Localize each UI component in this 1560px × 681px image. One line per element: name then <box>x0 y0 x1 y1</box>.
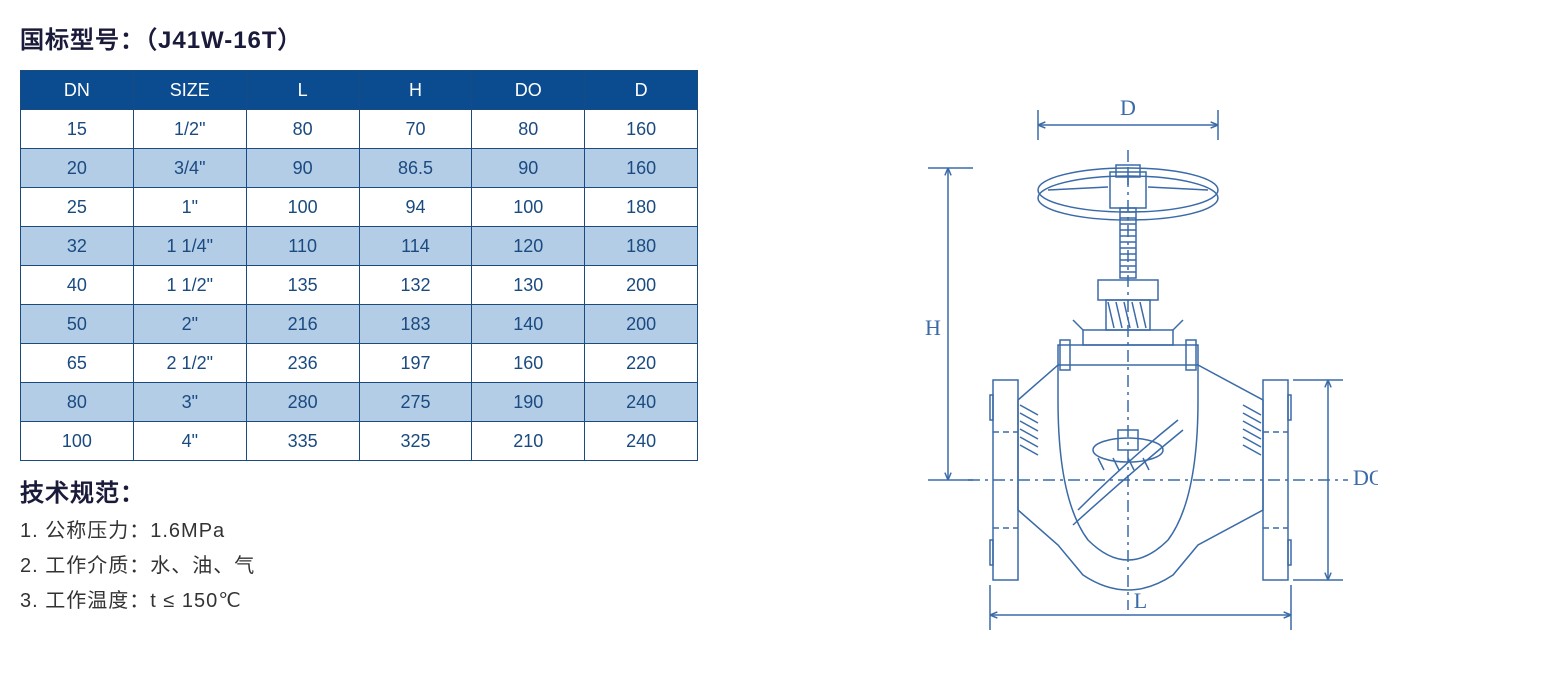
page-title: 国标型号：（J41W-16T） <box>20 20 698 55</box>
table-cell: 2" <box>133 305 246 344</box>
table-cell: 275 <box>359 383 472 422</box>
table-cell: 90 <box>246 149 359 188</box>
table-cell: 160 <box>472 344 585 383</box>
table-row: 151/2"807080160 <box>21 110 698 149</box>
table-cell: 32 <box>21 227 134 266</box>
table-cell: 220 <box>585 344 698 383</box>
table-row: 321 1/4"110114120180 <box>21 227 698 266</box>
table-row: 502"216183140200 <box>21 305 698 344</box>
spec-line: 2. 工作介质：水、油、气 <box>20 549 698 578</box>
table-cell: 140 <box>472 305 585 344</box>
table-cell: 335 <box>246 422 359 461</box>
table-cell: 200 <box>585 266 698 305</box>
table-cell: 50 <box>21 305 134 344</box>
table-cell: 100 <box>472 188 585 227</box>
table-row: 251"10094100180 <box>21 188 698 227</box>
table-cell: 236 <box>246 344 359 383</box>
table-cell: 4" <box>133 422 246 461</box>
table-cell: 94 <box>359 188 472 227</box>
table-cell: 216 <box>246 305 359 344</box>
table-cell: 132 <box>359 266 472 305</box>
valve-diagram: D H DO L <box>898 80 1378 645</box>
col-header: H <box>359 71 472 110</box>
table-cell: 20 <box>21 149 134 188</box>
spec-line: 1. 公称压力：1.6MPa <box>20 514 698 543</box>
table-cell: 280 <box>246 383 359 422</box>
table-cell: 86.5 <box>359 149 472 188</box>
table-cell: 2 1/2" <box>133 344 246 383</box>
svg-text:D: D <box>1120 95 1136 120</box>
table-row: 652 1/2"236197160220 <box>21 344 698 383</box>
table-cell: 190 <box>472 383 585 422</box>
table-cell: 110 <box>246 227 359 266</box>
table-row: 1004"335325210240 <box>21 422 698 461</box>
table-cell: 135 <box>246 266 359 305</box>
table-row: 803"280275190240 <box>21 383 698 422</box>
table-cell: 100 <box>21 422 134 461</box>
table-cell: 3/4" <box>133 149 246 188</box>
table-cell: 130 <box>472 266 585 305</box>
table-cell: 120 <box>472 227 585 266</box>
spec-line: 3. 工作温度：t ≤ 150℃ <box>20 584 698 613</box>
col-header: L <box>246 71 359 110</box>
table-cell: 80 <box>472 110 585 149</box>
table-cell: 90 <box>472 149 585 188</box>
col-header: D <box>585 71 698 110</box>
table-cell: 240 <box>585 422 698 461</box>
svg-text:L: L <box>1134 588 1147 613</box>
table-row: 401 1/2"135132130200 <box>21 266 698 305</box>
col-header: SIZE <box>133 71 246 110</box>
table-cell: 183 <box>359 305 472 344</box>
table-cell: 3" <box>133 383 246 422</box>
table-cell: 1 1/4" <box>133 227 246 266</box>
table-cell: 1 1/2" <box>133 266 246 305</box>
table-cell: 100 <box>246 188 359 227</box>
table-cell: 180 <box>585 227 698 266</box>
svg-text:DO: DO <box>1353 465 1378 490</box>
table-cell: 40 <box>21 266 134 305</box>
table-cell: 70 <box>359 110 472 149</box>
table-cell: 210 <box>472 422 585 461</box>
table-cell: 25 <box>21 188 134 227</box>
table-cell: 240 <box>585 383 698 422</box>
table-cell: 160 <box>585 149 698 188</box>
table-cell: 200 <box>585 305 698 344</box>
table-cell: 114 <box>359 227 472 266</box>
table-cell: 1" <box>133 188 246 227</box>
table-cell: 197 <box>359 344 472 383</box>
table-cell: 180 <box>585 188 698 227</box>
table-cell: 1/2" <box>133 110 246 149</box>
table-cell: 325 <box>359 422 472 461</box>
table-cell: 160 <box>585 110 698 149</box>
spec-table: DNSIZELHDOD 151/2"807080160203/4"9086.59… <box>20 70 698 461</box>
col-header: DO <box>472 71 585 110</box>
table-cell: 80 <box>21 383 134 422</box>
spec-section-title: 技术规范： <box>20 473 698 508</box>
table-cell: 80 <box>246 110 359 149</box>
table-cell: 65 <box>21 344 134 383</box>
col-header: DN <box>21 71 134 110</box>
table-cell: 15 <box>21 110 134 149</box>
svg-text:H: H <box>925 315 941 340</box>
table-row: 203/4"9086.590160 <box>21 149 698 188</box>
